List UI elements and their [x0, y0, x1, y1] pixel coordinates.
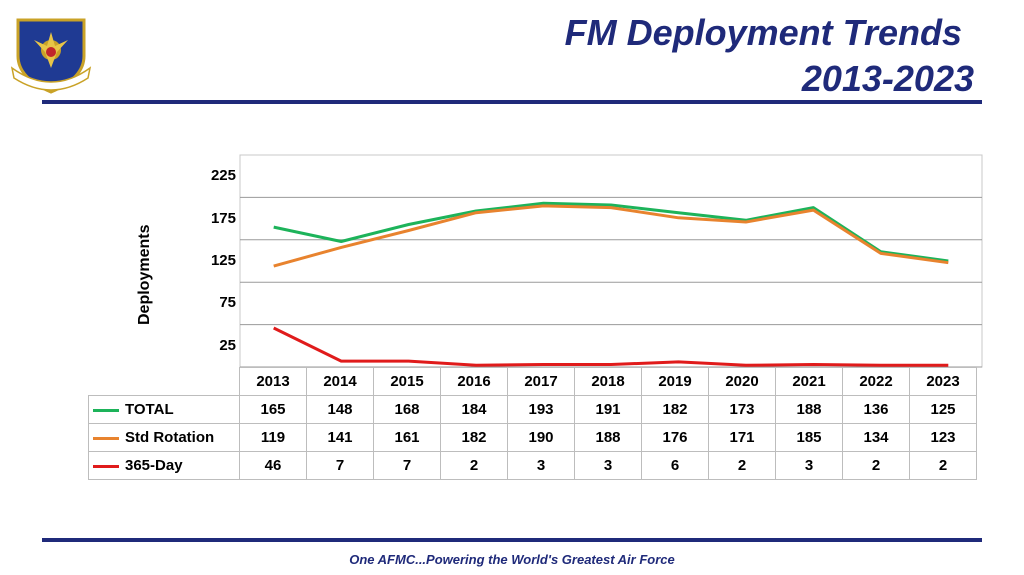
page-title: FM Deployment Trends [564, 12, 962, 53]
afmc-shield-logo [8, 12, 94, 96]
y-axis-label: Deployments [136, 224, 153, 325]
y-tick-label: 225 [210, 167, 236, 185]
data-value: 184 [440, 395, 508, 424]
data-value: 2 [909, 451, 977, 480]
plot-area [239, 154, 983, 368]
table-corner [89, 368, 240, 396]
legend-swatch [93, 464, 119, 468]
data-value: 46 [239, 451, 307, 480]
series-line-std-rotation [273, 204, 949, 268]
data-value: 161 [373, 423, 441, 452]
data-value: 182 [440, 423, 508, 452]
data-value: 182 [641, 395, 709, 424]
x-tick-label: 2019 [641, 367, 709, 396]
footer-divider [42, 538, 982, 542]
data-value: 136 [842, 395, 910, 424]
data-value: 168 [373, 395, 441, 424]
data-value: 191 [574, 395, 642, 424]
legend-label: 365-Day [125, 457, 183, 474]
series-line-365-day [273, 326, 949, 367]
table-header-row: 2013 2014 2015 2016 2017 2018 2019 2020 2021 2022… [89, 367, 977, 396]
page-subtitle-years: 2013-2023 [801, 58, 974, 99]
data-value: 171 [708, 423, 776, 452]
data-value: 2 [842, 451, 910, 480]
table-row: 365-Day 46 7 7 2 3 3 6 2 3 2 2 [88, 451, 977, 480]
data-value: 119 [239, 423, 307, 452]
table-row: Std Rotation 119 141 161 182 190 188 176 171 185 1… [88, 423, 977, 452]
y-tick-label: 75 [219, 294, 236, 312]
y-tick-label: 25 [219, 336, 236, 354]
data-value: 185 [775, 423, 843, 452]
data-value: 3 [775, 451, 843, 480]
data-value: 2 [708, 451, 776, 480]
x-tick-label: 2017 [507, 367, 575, 396]
legend-entry: TOTAL [88, 395, 240, 424]
data-value: 3 [574, 451, 642, 480]
data-table: 2013 2014 2015 2016 2017 2018 2019 2020 2021 2022… [88, 367, 977, 480]
data-value: 123 [909, 423, 977, 452]
data-value: 165 [239, 395, 307, 424]
x-tick-label: 2014 [306, 367, 374, 396]
y-tick-label: 125 [210, 252, 236, 269]
data-value: 141 [306, 423, 374, 452]
footer-slogan: One AFMC...Powering the World's Greatest… [349, 552, 675, 567]
y-tick-label: 175 [210, 209, 236, 227]
data-value: 190 [507, 423, 575, 452]
legend-entry: Std Rotation [88, 423, 240, 452]
data-value: 125 [909, 395, 977, 424]
legend-label: TOTAL [125, 401, 174, 418]
data-value: 193 [507, 395, 575, 424]
legend-swatch [93, 408, 119, 412]
data-value: 3 [507, 451, 575, 480]
data-value: 134 [842, 423, 910, 452]
data-value: 2 [440, 451, 508, 480]
data-value: 6 [641, 451, 709, 480]
data-value: 176 [641, 423, 709, 452]
data-value: 7 [306, 451, 374, 480]
legend-label: Std Rotation [125, 429, 215, 446]
x-tick-label: 2022 [842, 367, 910, 396]
x-tick-label: 2016 [440, 367, 508, 396]
legend-entry: 365-Day [88, 451, 240, 480]
data-value: 173 [708, 395, 776, 424]
data-value: 148 [306, 395, 374, 424]
data-value: 188 [775, 395, 843, 424]
x-tick-label: 2018 [574, 367, 642, 396]
data-value: 7 [373, 451, 441, 480]
x-tick-label: 2020 [708, 367, 776, 396]
x-tick-label: 2013 [239, 367, 307, 396]
x-tick-label: 2015 [373, 367, 441, 396]
x-tick-label: 2021 [775, 367, 843, 396]
legend-swatch [93, 436, 119, 440]
table-row: TOTAL 165 148 168 184 193 191 182 173 188 136 125 [88, 395, 977, 424]
data-value: 188 [574, 423, 642, 452]
header-divider [42, 100, 982, 104]
series-line-total [273, 201, 949, 263]
x-tick-label: 2023 [909, 367, 977, 396]
